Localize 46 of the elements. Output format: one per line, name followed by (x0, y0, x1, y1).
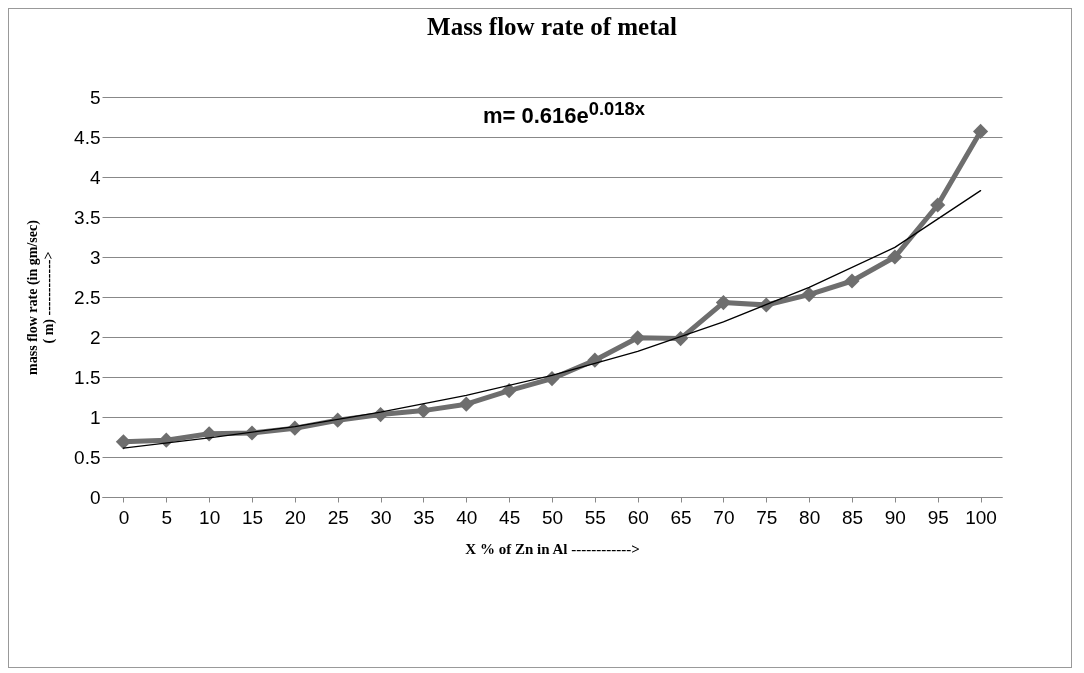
point (801, 287, 817, 303)
y-tick-label: 1 (89, 406, 101, 428)
y-tick-label: 4 (89, 166, 101, 188)
x-tick-label: 65 (670, 506, 692, 528)
x-tick-label: 55 (584, 506, 606, 528)
x-tick-label: 25 (327, 506, 349, 528)
y-tick-label: 0.5 (74, 446, 101, 468)
point (844, 273, 860, 289)
y-axis-title: mass flow rate (in gm/sec) ( m) ------------> (25, 219, 58, 375)
x-tick-label: 15 (241, 506, 264, 528)
y-tick-label: 4.5 (74, 126, 101, 148)
point (715, 295, 732, 311)
y-tick-label: 3 (89, 246, 101, 268)
x-tick-label: 10 (199, 506, 221, 528)
x-tick-label: 20 (284, 506, 306, 528)
y-tick-label: 1.5 (74, 366, 101, 388)
point (930, 197, 946, 213)
x-tick-label: 100 (965, 506, 997, 528)
x-axis-title: X % of Zn in Al ------------> (465, 540, 640, 557)
y-tick-label: 5 (89, 86, 101, 108)
x-tick-label: 35 (413, 506, 435, 528)
point (630, 330, 646, 346)
point (501, 383, 517, 399)
y-tick-label: 0 (89, 486, 101, 508)
x-tick-label: 0 (118, 506, 130, 528)
x-tick-label: 95 (927, 506, 949, 528)
y-tick-label: 3.5 (74, 206, 101, 228)
x-tick-label: 50 (541, 506, 564, 528)
point (887, 249, 903, 265)
point (415, 403, 432, 419)
point (458, 396, 474, 412)
x-tick-label: 80 (799, 506, 821, 528)
x-tick-label: 75 (756, 506, 778, 528)
point (972, 123, 989, 139)
y-tick-label: 2.5 (74, 286, 101, 308)
x-tick-label: 40 (456, 506, 478, 528)
x-tick-label: 5 (161, 506, 173, 528)
x-tick-label: 90 (884, 506, 906, 528)
chart-title: Mass flow rate of metal (427, 13, 678, 40)
x-tick-label: 45 (499, 506, 521, 528)
x-tick-label: 60 (627, 506, 649, 528)
x-tick-label: 70 (713, 506, 735, 528)
x-tick-label: 30 (370, 506, 392, 528)
y-tick-label: 2 (89, 326, 101, 348)
annotation: m= 0.616e$^{0.018x}$ (483, 98, 645, 130)
x-tick-label: 85 (841, 506, 864, 528)
